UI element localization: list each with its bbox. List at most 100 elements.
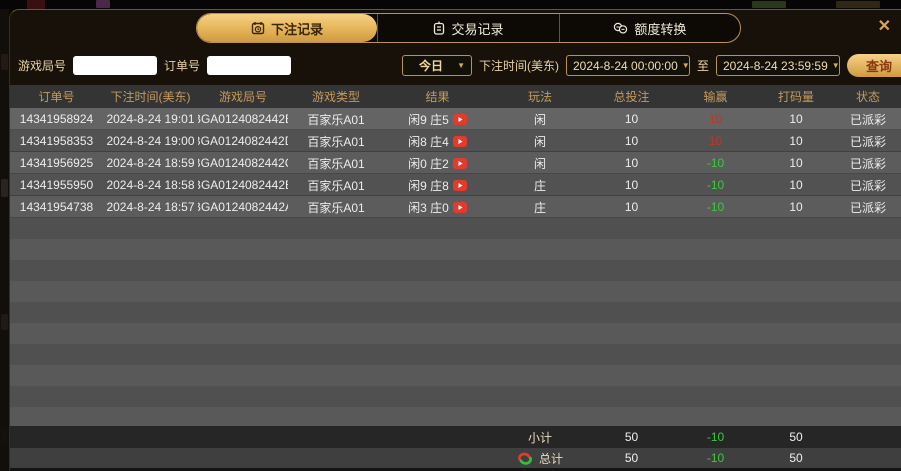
betting-records-modal: 下注记录 交易记录 额度转换 ✕ 游戏局号 bbox=[9, 9, 901, 471]
result-text: 闲9 庄5 bbox=[408, 112, 449, 127]
result-text: 闲9 庄8 bbox=[408, 178, 449, 193]
tab-transaction-records[interactable]: 交易记录 bbox=[377, 14, 558, 42]
total-label-group: 总计 bbox=[491, 450, 589, 467]
tab-label: 交易记录 bbox=[451, 21, 504, 37]
cell-bet-time: 2024-8-24 18:58 bbox=[106, 178, 195, 192]
header-status: 状态 bbox=[855, 90, 880, 104]
cell-bet-time: 2024-8-24 19:01 bbox=[106, 112, 195, 126]
date-preset-dropdown[interactable]: 今日 ▼ bbox=[401, 55, 472, 76]
tab-betting-records[interactable]: 下注记录 bbox=[197, 14, 378, 42]
cell-order-no: 14341954738 bbox=[19, 200, 94, 214]
table-row[interactable]: 14341958924 2024-8-24 19:01 BGA012408244… bbox=[10, 108, 901, 130]
cell-status: 已派彩 bbox=[849, 112, 886, 127]
cell-status: 已派彩 bbox=[849, 156, 886, 171]
table-body: 14341958924 2024-8-24 19:01 BGA012408244… bbox=[10, 108, 901, 218]
tab-quota-conversion[interactable]: 额度转换 bbox=[558, 14, 740, 42]
cell-game-type: 百家乐A01 bbox=[307, 178, 365, 193]
date-preset-value: 今日 bbox=[419, 59, 444, 73]
cell-round-no: BGA0124082442B bbox=[198, 178, 288, 192]
cell-bet-time: 2024-8-24 19:00 bbox=[106, 134, 195, 148]
cell-turnover: 10 bbox=[789, 156, 803, 170]
subtotal-label: 小计 bbox=[527, 430, 552, 445]
table-header: 订单号 下注时间(美东) 游戏局号 游戏类型 结果 玩法 总投注 输赢 打码量 … bbox=[10, 85, 901, 108]
time-to-dropdown[interactable]: 2024-8-24 23:59:59 ▼ bbox=[716, 55, 840, 76]
cell-total-bet: 10 bbox=[624, 200, 639, 214]
coins-transfer-icon bbox=[613, 21, 628, 35]
replay-play-icon[interactable] bbox=[452, 113, 467, 125]
total-label: 总计 bbox=[538, 451, 563, 466]
background-fragment bbox=[1, 429, 8, 443]
cell-game-type: 百家乐A01 bbox=[307, 156, 365, 171]
cell-play: 庄 bbox=[533, 178, 546, 193]
cell-order-no: 14341956925 bbox=[19, 156, 94, 170]
close-icon[interactable]: ✕ bbox=[877, 18, 891, 35]
table-row[interactable]: 14341955950 2024-8-24 18:58 BGA012408244… bbox=[10, 174, 901, 196]
background-fragment bbox=[96, 0, 110, 8]
header-play: 玩法 bbox=[527, 90, 552, 104]
cell-game-type: 百家乐A01 bbox=[307, 134, 365, 149]
background-fragment bbox=[1, 54, 8, 70]
background-fragment bbox=[836, 1, 880, 8]
chevron-down-icon: ▼ bbox=[681, 61, 690, 70]
bet-time-label: 下注时间(美东) bbox=[478, 59, 559, 73]
background-fragment bbox=[1, 314, 8, 330]
cell-turnover: 10 bbox=[789, 134, 803, 148]
background-page-strip bbox=[0, 0, 901, 9]
cell-play: 庄 bbox=[533, 200, 546, 215]
table-row[interactable]: 14341958353 2024-8-24 19:00 BGA012408244… bbox=[10, 130, 901, 152]
background-fragment bbox=[27, 0, 45, 9]
cell-round-no: BGA0124082442E bbox=[198, 112, 288, 126]
chevron-down-icon: ▼ bbox=[457, 61, 465, 70]
total-total-bet: 50 bbox=[624, 451, 639, 465]
header-order-no: 订单号 bbox=[38, 90, 75, 104]
cell-order-no: 14341955950 bbox=[19, 178, 94, 192]
refresh-icon[interactable] bbox=[517, 452, 533, 465]
result-text: 闲0 庄2 bbox=[408, 156, 449, 171]
cell-win-loss: 10 bbox=[708, 134, 723, 148]
cell-bet-time: 2024-8-24 18:57 bbox=[106, 200, 195, 214]
cell-result: 闲9 庄5 bbox=[384, 111, 491, 128]
header-turnover: 打码量 bbox=[777, 90, 814, 104]
cell-turnover: 10 bbox=[789, 112, 803, 126]
cell-order-no: 14341958924 bbox=[19, 112, 94, 126]
cell-win-loss: -10 bbox=[706, 200, 725, 214]
chevron-down-icon: ▼ bbox=[831, 61, 840, 70]
replay-play-icon[interactable] bbox=[452, 201, 467, 213]
cell-win-loss: -10 bbox=[706, 156, 725, 170]
order-no-label: 订单号 bbox=[164, 59, 201, 73]
table-row[interactable]: 14341954738 2024-8-24 18:57 BGA012408244… bbox=[10, 196, 901, 218]
result-text: 闲8 庄4 bbox=[408, 134, 449, 149]
order-no-input[interactable] bbox=[207, 56, 292, 75]
cell-game-type: 百家乐A01 bbox=[307, 112, 365, 127]
tab-label: 额度转换 bbox=[634, 21, 687, 37]
replay-play-icon[interactable] bbox=[452, 135, 467, 147]
subtotal-total-bet: 50 bbox=[624, 430, 639, 444]
modal-bottom-edge bbox=[10, 468, 901, 471]
replay-play-icon[interactable] bbox=[452, 157, 467, 169]
cell-status: 已派彩 bbox=[849, 134, 886, 149]
query-button[interactable]: 查询 bbox=[847, 54, 901, 77]
subtotal-win-loss: -10 bbox=[706, 430, 725, 444]
cell-turnover: 10 bbox=[789, 178, 803, 192]
background-page-left-strip bbox=[0, 9, 9, 471]
cell-result: 闲3 庄0 bbox=[384, 199, 491, 216]
cell-bet-time: 2024-8-24 18:59 bbox=[106, 156, 195, 170]
empty-rows-area bbox=[10, 218, 901, 426]
time-to-value: 2024-8-24 23:59:59 bbox=[723, 58, 828, 73]
cell-status: 已派彩 bbox=[849, 200, 886, 215]
time-from-dropdown[interactable]: 2024-8-24 00:00:00 ▼ bbox=[565, 55, 690, 76]
tab-bar: 下注记录 交易记录 额度转换 ✕ bbox=[10, 10, 901, 46]
header-game-type: 游戏类型 bbox=[311, 90, 360, 104]
background-fragment bbox=[752, 1, 786, 8]
game-round-input[interactable] bbox=[73, 56, 158, 75]
header-win-loss: 输赢 bbox=[703, 90, 728, 104]
cell-game-type: 百家乐A01 bbox=[307, 200, 365, 215]
subtotal-row: 小计 50 -10 50 bbox=[10, 426, 901, 448]
tab-group: 下注记录 交易记录 额度转换 bbox=[196, 13, 741, 43]
table-row[interactable]: 14341956925 2024-8-24 18:59 BGA012408244… bbox=[10, 152, 901, 174]
replay-play-icon[interactable] bbox=[452, 179, 467, 191]
total-turnover: 50 bbox=[789, 451, 803, 465]
cell-win-loss: -10 bbox=[706, 178, 725, 192]
cell-total-bet: 10 bbox=[624, 112, 639, 126]
